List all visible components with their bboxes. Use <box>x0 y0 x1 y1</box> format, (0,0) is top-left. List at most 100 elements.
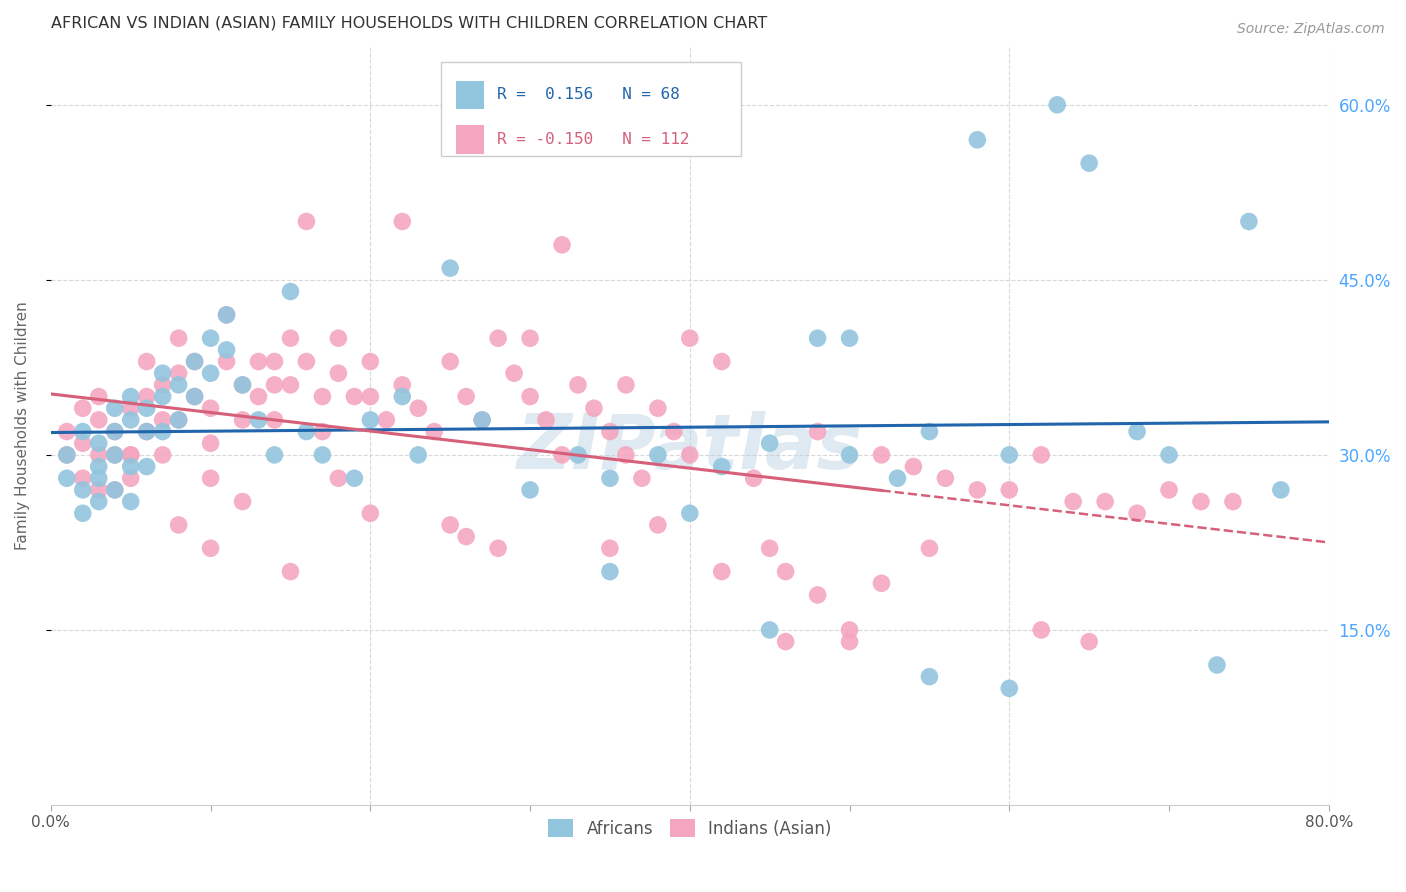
Legend: Africans, Indians (Asian): Africans, Indians (Asian) <box>540 811 839 846</box>
Point <box>359 506 381 520</box>
Point <box>231 377 253 392</box>
Point <box>918 541 941 556</box>
Point <box>295 354 318 368</box>
Point <box>359 390 381 404</box>
Point <box>567 377 589 392</box>
Point <box>966 483 988 497</box>
Point <box>966 133 988 147</box>
Point <box>87 459 110 474</box>
Point <box>120 401 142 416</box>
FancyBboxPatch shape <box>456 126 484 154</box>
Point <box>183 390 205 404</box>
Point <box>328 331 350 345</box>
Point <box>311 390 333 404</box>
Point <box>247 354 270 368</box>
Point <box>200 541 222 556</box>
Point <box>775 634 797 648</box>
Point <box>807 331 830 345</box>
Point <box>87 448 110 462</box>
Point <box>1157 448 1180 462</box>
Point <box>647 401 669 416</box>
Point <box>647 517 669 532</box>
Point <box>1046 97 1069 112</box>
Point <box>263 354 285 368</box>
Point <box>183 390 205 404</box>
Point <box>534 413 557 427</box>
Point <box>456 390 478 404</box>
Point <box>519 331 541 345</box>
Point <box>375 413 398 427</box>
Point <box>247 413 270 427</box>
Point <box>295 425 318 439</box>
Text: R = -0.150   N = 112: R = -0.150 N = 112 <box>496 132 689 147</box>
Text: Source: ZipAtlas.com: Source: ZipAtlas.com <box>1237 22 1385 37</box>
Point <box>582 401 605 416</box>
Point <box>152 448 174 462</box>
Point <box>1270 483 1292 497</box>
Point <box>662 425 685 439</box>
Point <box>231 377 253 392</box>
Point <box>359 354 381 368</box>
Point <box>200 366 222 380</box>
Point <box>104 425 127 439</box>
Point <box>56 448 79 462</box>
Point <box>263 413 285 427</box>
Point <box>1078 634 1101 648</box>
Point <box>120 494 142 508</box>
Point <box>343 471 366 485</box>
Point <box>72 471 94 485</box>
Point <box>56 471 79 485</box>
Point <box>918 670 941 684</box>
Text: R =  0.156   N = 68: R = 0.156 N = 68 <box>496 87 679 103</box>
Point <box>200 436 222 450</box>
Point <box>599 471 621 485</box>
Point <box>1206 657 1229 672</box>
Point <box>135 425 157 439</box>
Point <box>215 308 238 322</box>
Point <box>104 448 127 462</box>
Point <box>87 471 110 485</box>
Point <box>200 331 222 345</box>
Point <box>120 471 142 485</box>
Point <box>328 471 350 485</box>
Point <box>503 366 526 380</box>
Point <box>838 331 860 345</box>
Point <box>167 413 190 427</box>
Point <box>263 448 285 462</box>
Point <box>807 425 830 439</box>
Point <box>231 413 253 427</box>
Point <box>599 541 621 556</box>
Point <box>120 390 142 404</box>
Point <box>614 377 637 392</box>
Point <box>551 448 574 462</box>
Point <box>439 261 461 276</box>
Point <box>87 494 110 508</box>
Point <box>280 377 302 392</box>
Point <box>631 471 654 485</box>
Point <box>998 681 1021 696</box>
Point <box>135 459 157 474</box>
Point <box>886 471 908 485</box>
Point <box>406 401 429 416</box>
Point <box>87 390 110 404</box>
Point <box>456 530 478 544</box>
Point <box>343 390 366 404</box>
Point <box>72 436 94 450</box>
Point <box>215 343 238 357</box>
Point <box>1126 425 1149 439</box>
Point <box>423 425 446 439</box>
Point <box>934 471 956 485</box>
Point <box>519 483 541 497</box>
Point <box>807 588 830 602</box>
Point <box>391 377 413 392</box>
Point <box>120 413 142 427</box>
Point <box>104 425 127 439</box>
Point <box>215 308 238 322</box>
FancyBboxPatch shape <box>456 80 484 110</box>
Point <box>311 425 333 439</box>
Point <box>486 331 509 345</box>
Point <box>104 401 127 416</box>
Point <box>120 459 142 474</box>
Text: ZIPatlas: ZIPatlas <box>517 411 863 485</box>
Point <box>56 425 79 439</box>
